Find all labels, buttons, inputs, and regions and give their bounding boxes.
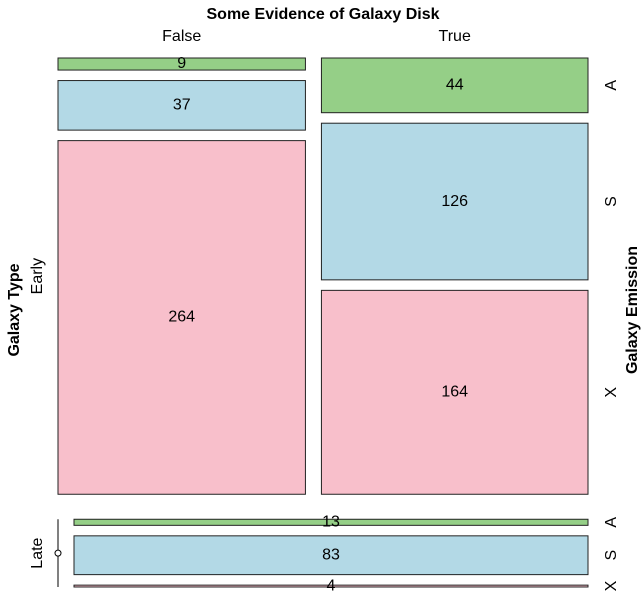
tile-label: 126 (441, 193, 468, 210)
tile-label: 44 (446, 77, 464, 94)
series-label: A (603, 517, 620, 528)
chart-title: Some Evidence of Galaxy Disk (207, 6, 440, 23)
tile-label: 9 (177, 55, 186, 72)
series-label: X (603, 387, 620, 398)
tile-label: 4 (327, 577, 336, 594)
series-label: S (603, 196, 620, 207)
series-label: X (603, 580, 620, 591)
mosaic-tile (73, 518, 589, 526)
mosaic-tile (320, 289, 589, 495)
zero-cell-marker (54, 549, 62, 557)
tile-label: 164 (441, 384, 468, 401)
series-label: S (603, 550, 620, 561)
tile-label: 37 (173, 97, 191, 114)
tile-label: 83 (322, 546, 340, 563)
tile-label: 13 (322, 514, 340, 531)
series-label: A (603, 80, 620, 91)
mosaic-tile (320, 122, 589, 281)
mosaic-tile (57, 140, 306, 495)
mosaic-tile (73, 584, 589, 588)
mosaic-tile (320, 57, 589, 114)
row-axis-label: Galaxy Type (6, 263, 23, 356)
mosaic-tile (57, 57, 306, 71)
right-axis-label: Galaxy Emission (624, 246, 641, 374)
column-label: True (439, 28, 471, 45)
column-label: False (162, 28, 201, 45)
row-label: Early (29, 258, 46, 294)
mosaic-tile (57, 80, 306, 131)
row-label: Late (29, 537, 46, 568)
mosaic-tile (73, 535, 589, 576)
tile-label: 264 (168, 309, 195, 326)
